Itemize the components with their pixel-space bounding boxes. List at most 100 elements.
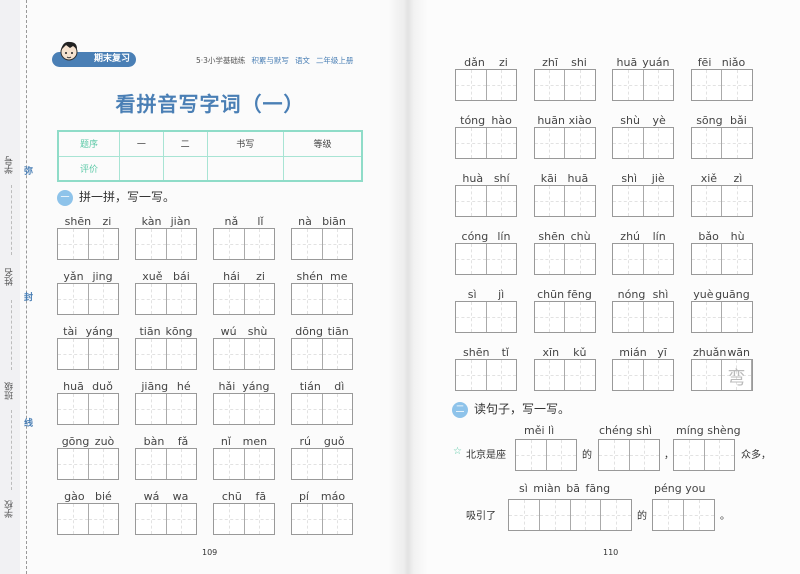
writing-box[interactable] — [57, 503, 119, 535]
writing-box[interactable] — [455, 185, 517, 217]
writing-box[interactable] — [455, 359, 517, 391]
writing-box[interactable]: 弯 — [690, 359, 753, 391]
writing-box[interactable] — [135, 338, 197, 370]
writing-cell[interactable] — [691, 360, 722, 390]
writing-cell[interactable] — [534, 244, 565, 274]
writing-cell[interactable] — [565, 360, 595, 390]
writing-box[interactable] — [135, 448, 197, 480]
writing-box[interactable] — [291, 448, 353, 480]
writing-box[interactable] — [533, 243, 596, 275]
writing-box[interactable] — [455, 301, 517, 333]
writing-box[interactable] — [291, 283, 353, 315]
writing-cell[interactable] — [456, 186, 487, 216]
writing-box[interactable] — [533, 127, 596, 159]
writing-box[interactable] — [533, 359, 596, 391]
writing-cell[interactable] — [244, 394, 275, 424]
writing-cell[interactable] — [244, 339, 275, 369]
writing-box[interactable] — [455, 243, 517, 275]
writing-cell[interactable] — [643, 128, 674, 158]
writing-cell[interactable] — [721, 360, 752, 390]
score-cell[interactable] — [206, 155, 285, 182]
writing-cell[interactable] — [292, 504, 323, 534]
writing-cell[interactable] — [691, 244, 722, 274]
writing-box[interactable] — [135, 503, 197, 535]
writing-cell[interactable] — [58, 229, 89, 259]
writing-cell[interactable] — [613, 244, 644, 274]
writing-cell[interactable] — [244, 449, 275, 479]
writing-cell[interactable] — [88, 229, 119, 259]
writing-cell[interactable] — [486, 70, 517, 100]
writing-cell[interactable] — [166, 449, 197, 479]
writing-cell[interactable] — [486, 244, 517, 274]
writing-cell[interactable] — [58, 504, 89, 534]
answer-box[interactable] — [598, 439, 660, 471]
writing-box[interactable] — [57, 338, 119, 370]
writing-cell[interactable] — [565, 70, 595, 100]
writing-cell[interactable] — [166, 284, 197, 314]
writing-cell[interactable] — [322, 339, 353, 369]
writing-cell[interactable] — [292, 284, 323, 314]
writing-cell[interactable] — [322, 504, 353, 534]
writing-cell[interactable] — [722, 70, 752, 100]
writing-cell[interactable] — [88, 394, 119, 424]
writing-box[interactable] — [690, 127, 753, 159]
writing-box[interactable] — [135, 228, 197, 260]
writing-cell[interactable] — [613, 302, 644, 332]
writing-box[interactable] — [57, 283, 119, 315]
writing-cell[interactable] — [722, 128, 752, 158]
writing-cell[interactable] — [456, 128, 487, 158]
writing-cell[interactable] — [214, 449, 245, 479]
writing-cell[interactable] — [691, 128, 722, 158]
writing-cell[interactable] — [292, 339, 323, 369]
writing-box[interactable] — [213, 338, 275, 370]
writing-cell[interactable] — [534, 186, 565, 216]
writing-cell[interactable] — [322, 284, 353, 314]
writing-cell[interactable] — [486, 360, 517, 390]
writing-box[interactable] — [612, 301, 674, 333]
writing-cell[interactable] — [322, 449, 353, 479]
writing-cell[interactable] — [565, 128, 595, 158]
writing-cell[interactable] — [244, 504, 275, 534]
writing-box[interactable] — [213, 393, 275, 425]
writing-box[interactable] — [533, 69, 596, 101]
writing-box[interactable] — [690, 185, 753, 217]
writing-box[interactable] — [612, 243, 674, 275]
writing-box[interactable] — [57, 393, 119, 425]
writing-cell[interactable] — [456, 244, 487, 274]
writing-cell[interactable] — [58, 284, 89, 314]
answer-box[interactable] — [508, 499, 632, 531]
writing-cell[interactable] — [486, 128, 517, 158]
writing-cell[interactable] — [534, 128, 565, 158]
writing-cell[interactable] — [88, 339, 119, 369]
writing-cell[interactable] — [534, 70, 565, 100]
writing-cell[interactable] — [244, 229, 275, 259]
writing-cell[interactable] — [166, 229, 197, 259]
writing-cell[interactable] — [88, 504, 119, 534]
writing-cell[interactable] — [722, 302, 752, 332]
writing-box[interactable] — [533, 185, 596, 217]
writing-cell[interactable] — [565, 244, 595, 274]
writing-cell[interactable] — [322, 394, 353, 424]
writing-box[interactable] — [533, 301, 596, 333]
writing-cell[interactable] — [613, 70, 644, 100]
writing-box[interactable] — [213, 283, 275, 315]
writing-cell[interactable] — [292, 449, 323, 479]
writing-box[interactable] — [291, 228, 353, 260]
writing-cell[interactable] — [136, 504, 167, 534]
writing-cell[interactable] — [136, 229, 167, 259]
writing-cell[interactable] — [166, 339, 197, 369]
writing-cell[interactable] — [58, 339, 89, 369]
writing-cell[interactable] — [691, 70, 722, 100]
writing-box[interactable] — [690, 243, 753, 275]
writing-cell[interactable] — [565, 302, 595, 332]
writing-box[interactable] — [291, 338, 353, 370]
writing-cell[interactable] — [613, 360, 644, 390]
writing-cell[interactable] — [58, 449, 89, 479]
writing-cell[interactable] — [292, 394, 323, 424]
writing-cell[interactable] — [88, 449, 119, 479]
writing-cell[interactable] — [722, 186, 752, 216]
writing-cell[interactable] — [722, 244, 752, 274]
writing-cell[interactable] — [643, 186, 674, 216]
answer-box[interactable] — [673, 439, 735, 471]
writing-cell[interactable] — [456, 70, 487, 100]
